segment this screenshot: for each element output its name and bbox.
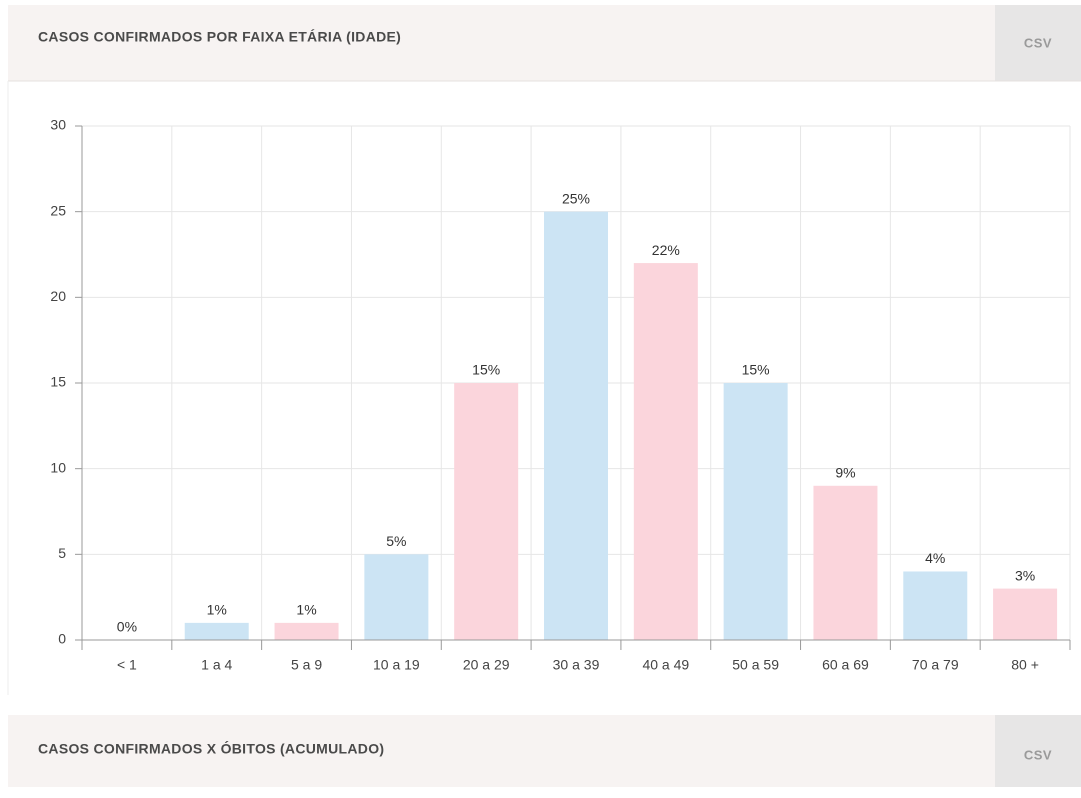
- y-tick-label: 20: [50, 288, 66, 304]
- x-tick-label: 50 a 59: [732, 657, 779, 673]
- panel-header: [8, 715, 1081, 787]
- x-tick-label: 5 a 9: [291, 657, 322, 673]
- value-label: 3%: [1015, 567, 1035, 583]
- x-tick-label: 60 a 69: [822, 657, 869, 673]
- bar: [633, 263, 698, 640]
- x-tick-label: 80 +: [1011, 657, 1039, 673]
- bar: [993, 588, 1058, 640]
- bar: [813, 485, 878, 640]
- x-tick-label: 20 a 29: [463, 657, 510, 673]
- value-label: 4%: [925, 550, 945, 566]
- y-tick-label: 10: [50, 459, 66, 475]
- y-tick-label: 5: [58, 545, 66, 561]
- bar: [184, 622, 249, 640]
- bar: [364, 554, 429, 640]
- x-tick-label: < 1: [117, 657, 137, 673]
- y-tick-label: 30: [50, 117, 66, 133]
- bar: [544, 211, 608, 640]
- panel-title: CASOS CONFIRMADOS X ÓBITOS (ACUMULADO): [38, 740, 384, 757]
- value-label: 5%: [386, 533, 406, 549]
- value-label: 15%: [472, 362, 500, 378]
- x-tick-label: 10 a 19: [373, 657, 420, 673]
- value-label: 25%: [562, 190, 590, 206]
- plot: 0 5 10 15 20 25 30 < 1 0% 1 a 4 1% 5 a 9 1% 10 a 19 5%…: [50, 117, 1071, 673]
- value-label: 1%: [296, 602, 316, 618]
- x-tick-label: 40 a 49: [642, 657, 689, 673]
- bar: [723, 383, 788, 640]
- bar: [274, 622, 339, 640]
- value-label: 22%: [652, 242, 680, 258]
- value-label: 0%: [117, 619, 137, 635]
- y-tick-label: 0: [58, 631, 66, 647]
- panel-header: [8, 5, 1081, 81]
- bar: [454, 383, 519, 640]
- csv-label[interactable]: CSV: [1024, 35, 1052, 50]
- value-label: 1%: [207, 602, 227, 618]
- y-tick-label: 25: [50, 202, 66, 218]
- bar: [903, 571, 968, 640]
- x-tick-label: 1 a 4: [201, 657, 232, 673]
- x-tick-label: 70 a 79: [912, 657, 959, 673]
- y-tick-label: 15: [50, 374, 66, 390]
- csv-label[interactable]: CSV: [1024, 747, 1052, 762]
- value-label: 15%: [742, 362, 770, 378]
- panel-title: CASOS CONFIRMADOS POR FAIXA ETÁRIA (IDAD…: [38, 29, 401, 45]
- x-tick-label: 30 a 39: [553, 657, 600, 673]
- value-label: 9%: [835, 465, 855, 481]
- csv-button[interactable]: [995, 715, 1081, 787]
- csv-button[interactable]: [995, 5, 1081, 81]
